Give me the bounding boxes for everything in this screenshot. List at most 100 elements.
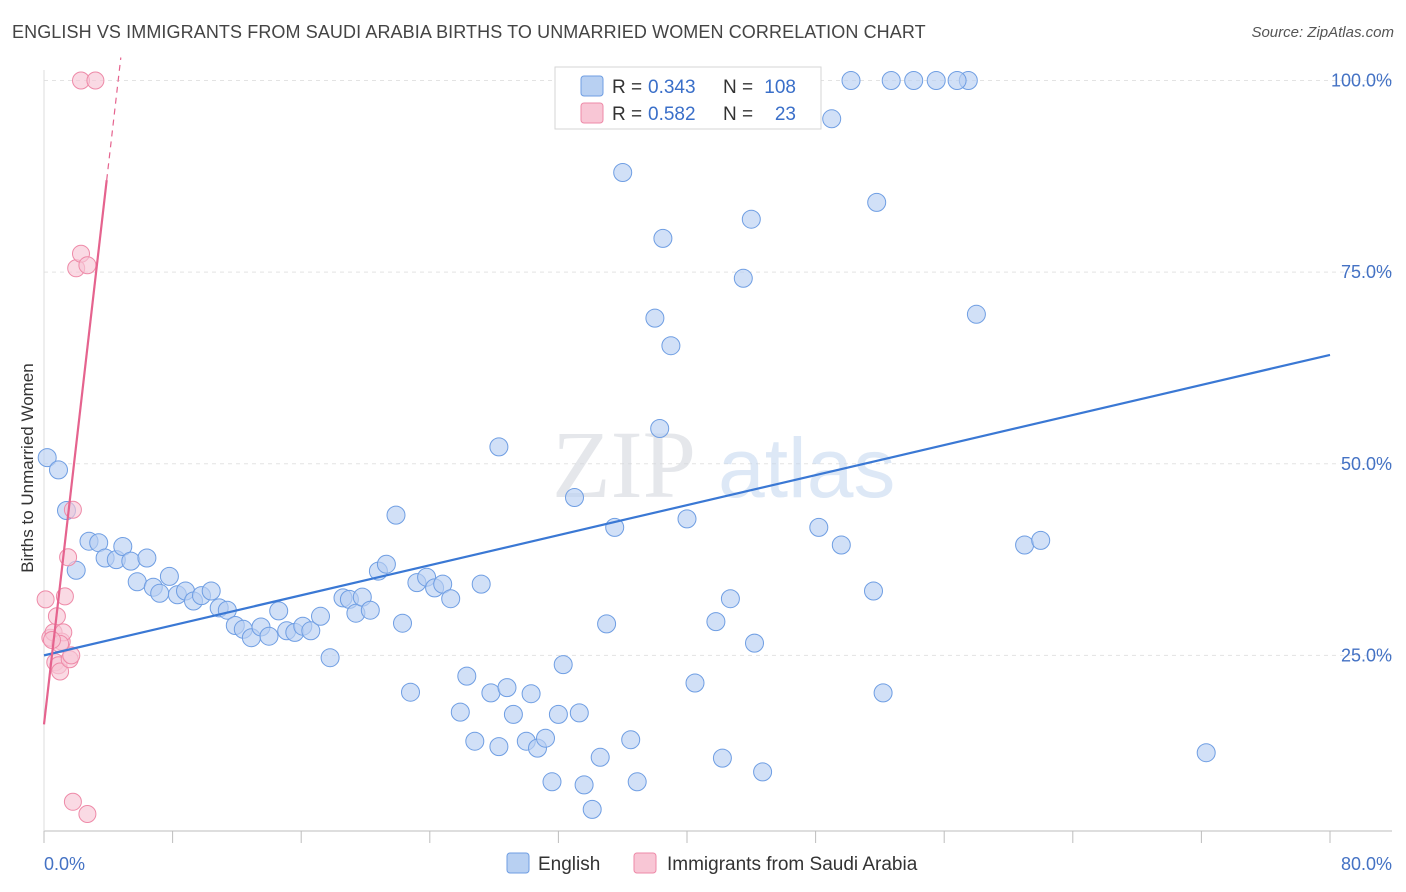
trend-lines (42, 57, 1331, 725)
english-point-94 (831, 535, 851, 555)
y-tick-label-25: 25.0% (1341, 645, 1392, 665)
english-point-40 (376, 554, 396, 574)
english-point-32 (311, 606, 330, 626)
english-point-107 (947, 71, 967, 90)
english-point-52 (471, 574, 491, 594)
english-point-27 (269, 601, 289, 621)
english-point-82 (712, 748, 732, 768)
english-point-49 (450, 702, 470, 722)
y-axis-label: Births to Unmarried Women (18, 363, 37, 572)
english-point-72 (613, 163, 633, 182)
english-point-63 (548, 704, 568, 724)
english-point-10 (127, 572, 147, 592)
english-point-66 (569, 703, 589, 723)
english-point-81 (706, 612, 726, 632)
english-point-11 (137, 548, 157, 568)
english-point-0 (37, 448, 57, 468)
watermark: ZIP atlas (552, 411, 895, 518)
english-point-78 (650, 419, 670, 438)
english-point-102 (966, 304, 986, 324)
legend-swatch-english (580, 75, 604, 97)
series-legend: English Immigrants from Saudi Arabia (506, 852, 918, 875)
saudi-point-14 (63, 792, 82, 811)
english-point-62 (542, 772, 562, 792)
x-axis-ticks (43, 831, 1331, 843)
english-point-98 (873, 683, 893, 703)
english-point-79 (677, 509, 697, 529)
english-point-69 (590, 747, 610, 767)
chart-title: ENGLISH VS IMMIGRANTS FROM SAUDI ARABIA … (12, 22, 926, 42)
english-point-59 (521, 684, 541, 704)
english-point-88 (753, 762, 773, 782)
y-tick-label-100: 100.0% (1331, 71, 1392, 91)
series-legend-label-english: English (538, 854, 600, 875)
trendline-saudi (42, 180, 108, 725)
english-point-9 (121, 551, 141, 571)
english-point-53 (481, 683, 501, 703)
english-point-75 (645, 308, 665, 328)
english-point-85 (733, 268, 753, 288)
english-point-13 (150, 583, 170, 603)
english-point-83 (720, 589, 740, 609)
series-legend-swatch-english (506, 852, 530, 874)
english-point-97 (867, 192, 887, 212)
grid-lines (44, 80, 1392, 656)
series-legend-swatch-saudi (633, 852, 657, 874)
english-point-61 (536, 728, 555, 748)
legend-n-value-saudi: 23 (775, 104, 796, 125)
english-point-99 (904, 71, 924, 90)
saudi-point-6 (51, 662, 70, 681)
legend-r-value-english: 0.343 (648, 77, 696, 98)
source-label: Source: ZipAtlas.com (1251, 24, 1394, 41)
saudi-point-12 (62, 646, 81, 665)
english-point-64 (553, 655, 573, 675)
saudi-point-20 (86, 71, 105, 90)
legend-n-value-english: 108 (764, 77, 796, 98)
english-point-42 (393, 613, 412, 633)
saudi-point-0 (36, 590, 55, 609)
english-point-26 (259, 626, 279, 646)
english-point-8 (113, 537, 133, 556)
legend-n-label-saudi: N = (723, 104, 753, 125)
saudi-point-9 (55, 587, 74, 606)
legend-r-label-english: R = (612, 77, 642, 98)
english-point-100 (926, 71, 946, 90)
english-point-74 (627, 772, 647, 792)
english-point-54 (489, 437, 509, 457)
saudi-point-18 (78, 805, 97, 823)
english-point-38 (360, 600, 380, 620)
english-point-95 (841, 71, 861, 90)
english-point-19 (201, 581, 221, 601)
english-point-80 (685, 673, 705, 693)
english-point-50 (457, 666, 477, 686)
english-point-48 (441, 589, 461, 609)
english-point-31 (301, 621, 321, 641)
correlation-legend: R = 0.343 N = 108 R = 0.582 N = 23 (554, 66, 822, 130)
english-point-96 (864, 581, 883, 601)
english-point-73 (621, 730, 641, 750)
legend-r-label-saudi: R = (612, 104, 642, 125)
english-point-87 (745, 633, 764, 653)
english-point-1 (49, 460, 68, 480)
english-point-67 (574, 775, 594, 795)
series-saudi-arabia (36, 71, 105, 823)
x-tick-label-max: 80.0% (1341, 854, 1392, 874)
trendline-saudi-extension (106, 57, 122, 181)
english-point-93 (822, 109, 842, 129)
english-point-68 (582, 799, 602, 819)
english-point-92 (809, 517, 829, 537)
english-point-65 (565, 488, 584, 507)
english-point-55 (489, 737, 509, 757)
series-legend-label-saudi: Immigrants from Saudi Arabia (667, 854, 918, 875)
series-english (37, 71, 1216, 819)
y-axis-tick-labels: 25.0% 50.0% 75.0% 100.0% (1331, 71, 1392, 666)
english-point-51 (465, 731, 485, 751)
legend-n-label-english: N = (723, 77, 753, 98)
legend-r-value-saudi: 0.582 (648, 104, 696, 125)
english-point-47 (433, 574, 453, 594)
english-point-86 (741, 209, 761, 229)
english-point-106 (881, 71, 901, 90)
english-point-103 (1015, 535, 1035, 555)
english-point-43 (401, 682, 420, 702)
